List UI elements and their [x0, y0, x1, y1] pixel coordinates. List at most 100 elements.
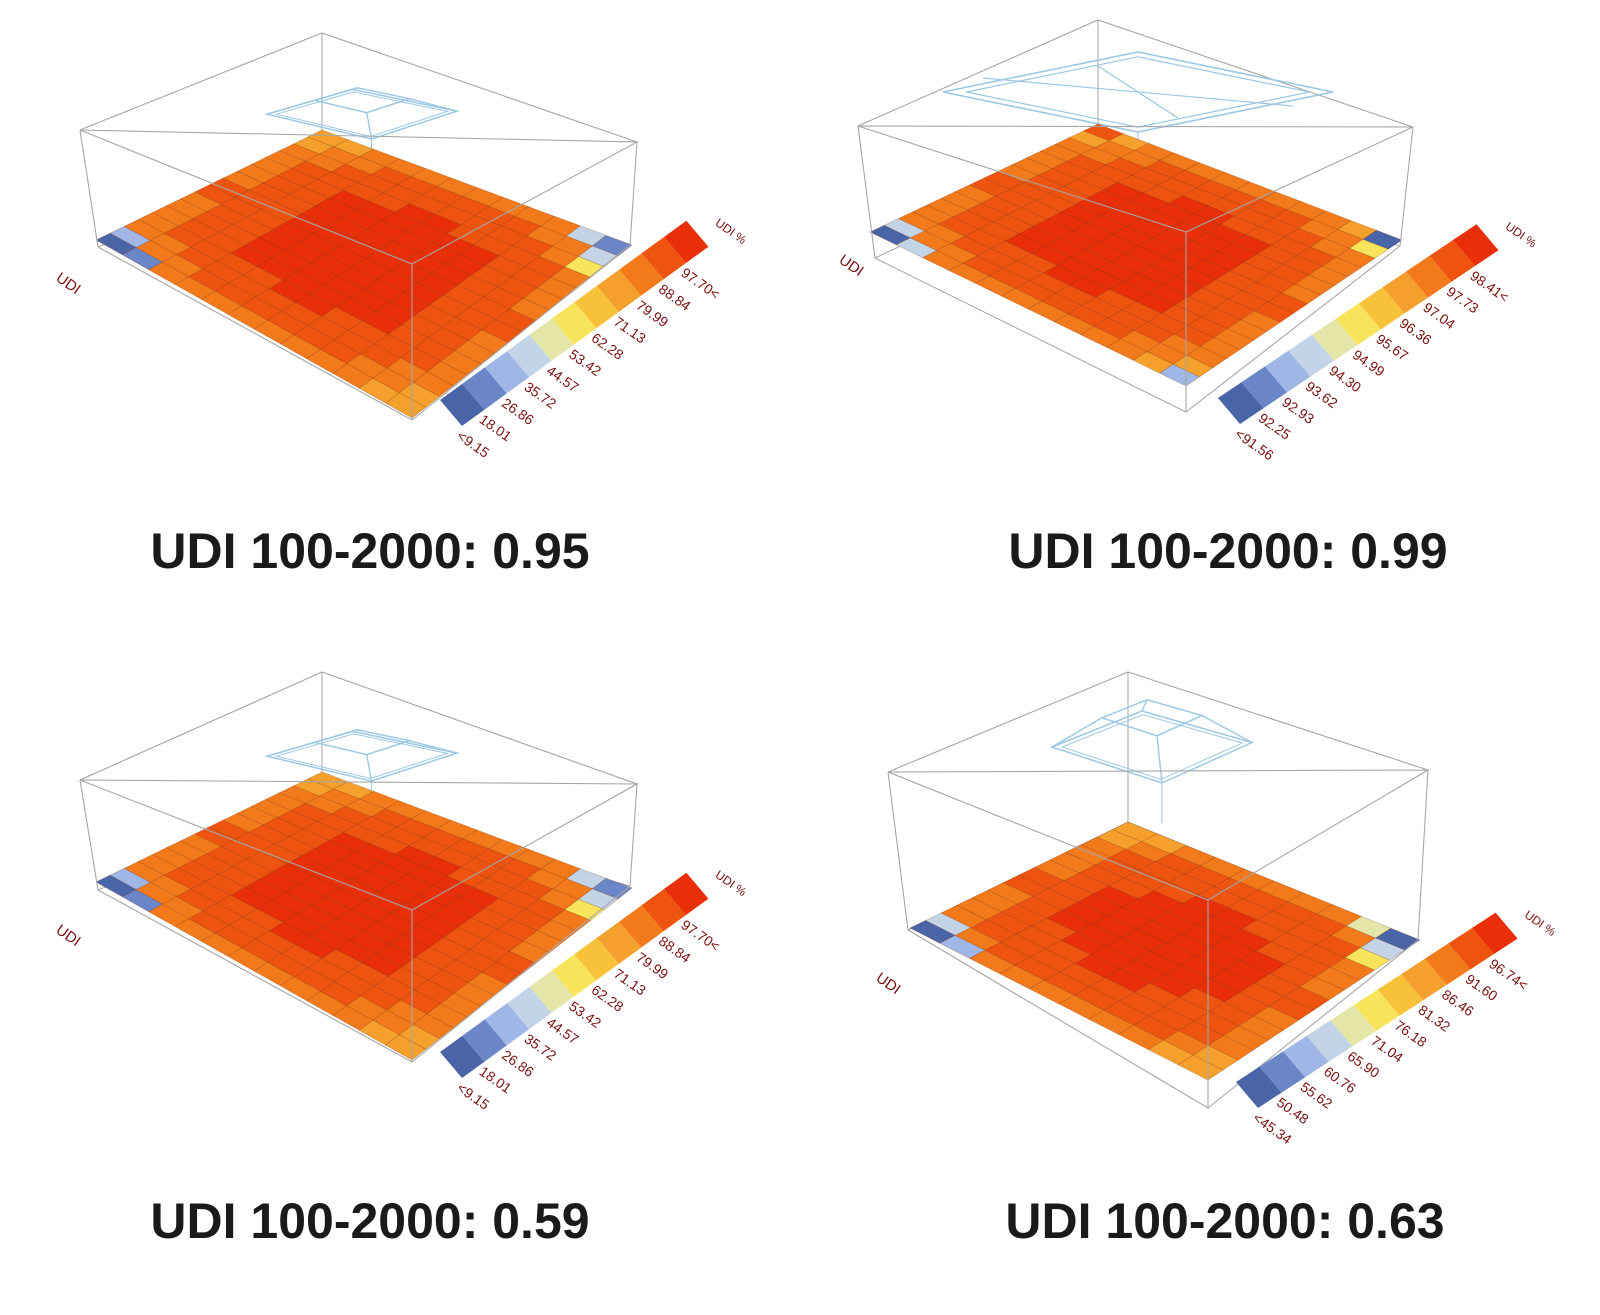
legend-swatch — [462, 1019, 507, 1062]
skylight-wireframe — [264, 87, 460, 179]
heatmap-grid — [909, 821, 1421, 1081]
legend-swatch — [1429, 240, 1475, 282]
legend-title: UDI % — [1522, 908, 1559, 940]
legend-tick-label: 95.67 — [1373, 331, 1411, 364]
legend-tick-label: 93.62 — [1303, 378, 1341, 411]
skylight-ridge — [266, 99, 315, 115]
legend-swatch — [596, 269, 642, 312]
skylight-base-inner — [274, 91, 450, 138]
legend-swatch — [484, 351, 530, 394]
legend-tick-label: 79.99 — [633, 297, 671, 330]
legend-tick-label: 26.86 — [499, 395, 537, 428]
legend-tick-label: 88.84 — [656, 933, 694, 966]
legend-swatch — [440, 383, 485, 426]
legend-swatch — [484, 1003, 530, 1046]
legend-swatch — [1283, 1035, 1329, 1078]
legend-swatch — [1354, 989, 1400, 1031]
skylight-base — [1049, 710, 1255, 784]
legend-tick-label: 79.99 — [633, 949, 671, 982]
skylight-wireframe — [264, 729, 460, 821]
skylight-mullion — [1097, 65, 1179, 119]
legend-swatch — [1359, 287, 1405, 330]
skylight-ridge — [1201, 714, 1253, 744]
legend-tick-label: 97.04 — [1420, 299, 1458, 332]
legend-swatch — [574, 937, 619, 981]
legend-swatch — [1406, 255, 1452, 298]
skylight-wireframe — [1049, 699, 1255, 823]
legend-swatch — [664, 220, 709, 263]
legend-swatch — [1288, 334, 1334, 377]
skylight-top — [1099, 699, 1205, 737]
legend-swatch — [529, 970, 574, 1013]
skylight-base — [264, 88, 460, 140]
udi-axis-label: UDI — [836, 251, 867, 280]
legend-swatch — [1330, 1005, 1376, 1047]
legend-title: UDI % — [713, 216, 750, 248]
skylight-ridge — [1156, 735, 1163, 784]
udi-axis-label: UDI — [873, 969, 904, 998]
panel-caption: UDI 100-2000: 0.59 — [150, 1193, 589, 1249]
panel-graphics: <91.5692.2592.9393.6294.3094.9995.6796.3… — [857, 19, 1540, 463]
skylight-base-inner — [274, 733, 450, 780]
legend-swatch — [552, 954, 597, 997]
skylight-ridge — [366, 112, 373, 140]
legend-swatch — [1377, 974, 1424, 1016]
legend-swatch — [1401, 958, 1447, 1001]
heatmap-grid — [869, 123, 1403, 387]
udi-panel-3: <9.1518.0126.8635.7244.5753.4262.2871.13… — [53, 671, 749, 1249]
panel-graphics: <45.3450.4855.6260.7665.9071.0476.1881.3… — [887, 671, 1559, 1147]
legend-swatch — [1236, 1066, 1282, 1108]
legend-swatch — [1448, 928, 1494, 970]
legend-swatch — [552, 302, 597, 345]
udi-panel-4: <45.3450.4855.6260.7665.9071.0476.1881.3… — [873, 671, 1559, 1249]
box-front-top — [887, 769, 1431, 901]
legend-swatch — [641, 889, 686, 932]
legend-swatch — [529, 318, 574, 361]
legend-swatch — [1259, 1051, 1306, 1093]
legend-swatch — [1335, 303, 1381, 345]
legend-swatch — [1306, 1020, 1353, 1062]
panel-graphics: <9.1518.0126.8635.7244.5753.4262.2871.13… — [79, 32, 750, 461]
legend-swatch — [619, 905, 664, 948]
legend-tick-label: 62.28 — [589, 330, 627, 363]
legend-tick-label: <9.15 — [454, 1079, 492, 1113]
legend-tick-label: 71.13 — [611, 313, 649, 346]
box-vertical-edge — [629, 783, 638, 887]
skylight-frame — [942, 51, 1334, 133]
heatmap-cell — [1362, 229, 1403, 250]
legend-tick-label: 97.73 — [1444, 283, 1482, 316]
udi-axis-label: UDI — [53, 269, 84, 298]
legend-tick-label: 92.93 — [1279, 394, 1317, 427]
legend-swatch — [641, 237, 686, 280]
legend-swatch — [1453, 224, 1499, 266]
panel-caption: UDI 100-2000: 0.63 — [1005, 1193, 1444, 1249]
legend-swatch — [440, 1035, 485, 1078]
box-vertical-edge — [79, 129, 99, 248]
skylight-inner-frame — [966, 56, 1310, 128]
legend-tick-label: 96.36 — [1397, 315, 1435, 348]
panel-graphics: <9.1518.0126.8635.7244.5753.4262.2871.13… — [79, 671, 749, 1113]
legend-swatch — [1472, 912, 1518, 954]
skylight-ridge — [409, 740, 458, 754]
heatmap-grid — [95, 129, 633, 419]
legend-swatch — [619, 253, 664, 296]
box-back-edge — [79, 671, 638, 785]
legend-tick-label: 18.01 — [477, 1063, 515, 1096]
legend-tick-label: 92.25 — [1256, 410, 1294, 443]
udi-panel-2: <91.5692.2592.9393.6294.3094.9995.6796.3… — [836, 19, 1540, 579]
skylight-ridge — [352, 87, 358, 91]
legend-tick-label: 18.01 — [477, 411, 515, 444]
legend-swatch — [1241, 366, 1287, 409]
legend-swatch — [462, 367, 507, 410]
box-vertical-edge — [1399, 126, 1414, 247]
legend-swatch — [507, 334, 552, 378]
legend-tick-label: 44.57 — [544, 362, 582, 395]
legend-tick-label: 35.72 — [521, 378, 559, 411]
box-front-top — [857, 125, 1414, 233]
legend-tick-label: 62.28 — [589, 982, 627, 1015]
legend-title: UDI % — [1503, 219, 1540, 251]
legend-swatch — [1424, 943, 1471, 985]
box-vertical-edge — [1417, 769, 1429, 941]
legend-tick-label: 53.42 — [566, 346, 604, 379]
